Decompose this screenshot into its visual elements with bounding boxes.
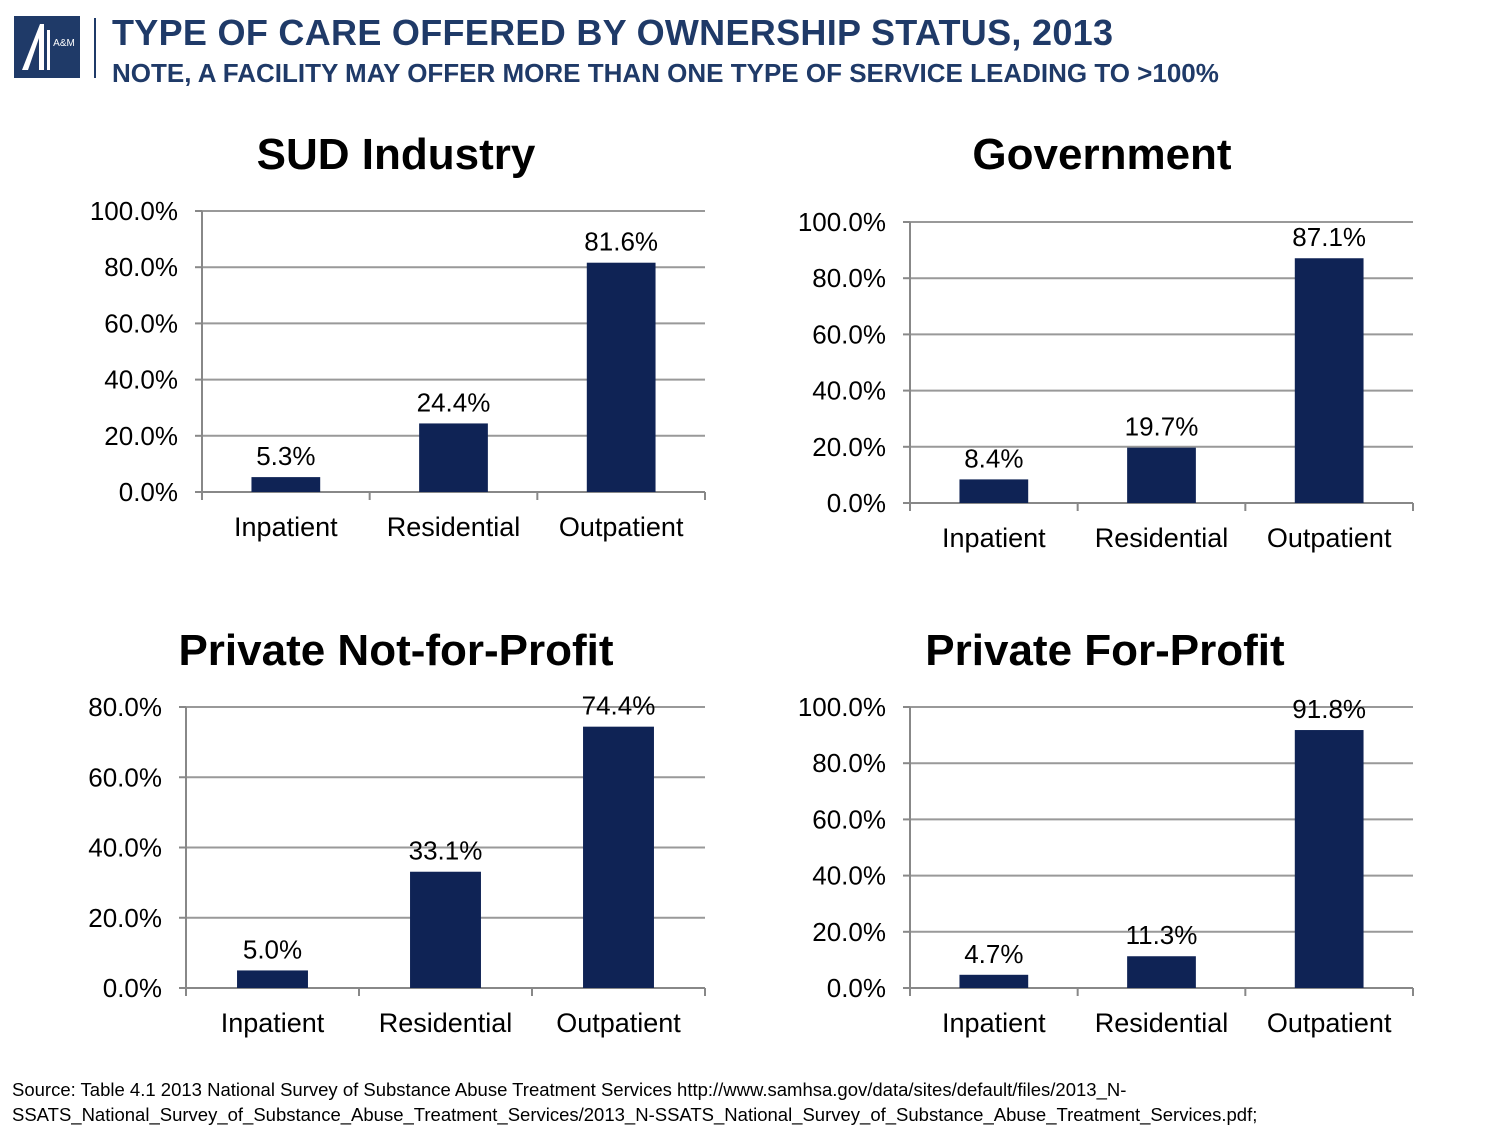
y-tick-label-private-not-for-profit: 80.0% xyxy=(88,692,162,722)
data-label-private-not-for-profit-inpatient: 5.0% xyxy=(243,934,302,964)
y-tick-label-private-not-for-profit: 60.0% xyxy=(88,762,162,792)
y-tick-label-sud-industry: 100.0% xyxy=(90,196,178,226)
y-tick-label-private-for-profit: 40.0% xyxy=(812,861,886,891)
source-line-1: Source: Table 4.1 2013 National Survey o… xyxy=(12,1079,1127,1100)
bar-private-not-for-profit-residential xyxy=(410,871,481,988)
data-label-private-for-profit-residential: 11.3% xyxy=(1126,920,1198,950)
x-tick-label-private-for-profit-residential: Residential xyxy=(1095,1008,1229,1038)
bar-government-outpatient xyxy=(1294,258,1364,503)
data-label-sud-industry-inpatient: 5.3% xyxy=(256,441,315,471)
data-label-sud-industry-residential: 24.4% xyxy=(417,387,491,417)
x-tick-label-private-not-for-profit-residential: Residential xyxy=(379,1008,513,1038)
bar-private-for-profit-outpatient xyxy=(1294,730,1364,988)
bar-government-inpatient xyxy=(959,479,1029,503)
y-tick-label-sud-industry: 40.0% xyxy=(104,365,178,395)
y-tick-label-sud-industry: 80.0% xyxy=(104,252,178,282)
x-tick-label-private-not-for-profit-inpatient: Inpatient xyxy=(221,1008,325,1038)
chart-title-private-not-for-profit: Private Not-for-Profit xyxy=(178,626,614,675)
chart-title-private-for-profit: Private For-Profit xyxy=(925,626,1285,675)
x-tick-label-government-residential: Residential xyxy=(1095,523,1229,553)
data-label-private-for-profit-outpatient: 91.8% xyxy=(1292,694,1366,724)
bar-sud-industry-inpatient xyxy=(251,477,321,492)
header-divider xyxy=(94,18,96,78)
logo-text: A&M xyxy=(53,38,75,49)
data-label-private-not-for-profit-outpatient: 74.4% xyxy=(582,691,656,721)
x-tick-label-private-not-for-profit-outpatient: Outpatient xyxy=(556,1008,681,1038)
bar-private-not-for-profit-outpatient xyxy=(583,726,654,988)
y-tick-label-government: 0.0% xyxy=(827,488,886,518)
data-label-private-not-for-profit-residential: 33.1% xyxy=(409,836,483,866)
y-tick-label-private-for-profit: 80.0% xyxy=(812,748,886,778)
y-tick-label-private-for-profit: 0.0% xyxy=(827,973,886,1003)
y-tick-label-government: 80.0% xyxy=(812,263,886,293)
data-label-government-outpatient: 87.1% xyxy=(1292,222,1366,252)
chart-title-sud-industry: SUD Industry xyxy=(256,130,536,179)
data-label-sud-industry-outpatient: 81.6% xyxy=(584,227,658,257)
y-tick-label-private-not-for-profit: 20.0% xyxy=(88,903,162,933)
x-tick-label-private-for-profit-inpatient: Inpatient xyxy=(942,1008,1046,1038)
x-tick-label-private-for-profit-outpatient: Outpatient xyxy=(1267,1008,1392,1038)
y-tick-label-private-for-profit: 20.0% xyxy=(812,917,886,947)
data-label-government-inpatient: 8.4% xyxy=(964,443,1023,473)
y-tick-label-sud-industry: 0.0% xyxy=(119,477,178,507)
x-tick-label-sud-industry-outpatient: Outpatient xyxy=(559,512,684,542)
y-tick-label-private-not-for-profit: 40.0% xyxy=(88,833,162,863)
bar-sud-industry-outpatient xyxy=(586,262,656,492)
y-tick-label-government: 40.0% xyxy=(812,376,886,406)
y-tick-label-private-for-profit: 100.0% xyxy=(798,692,886,722)
x-tick-label-government-inpatient: Inpatient xyxy=(942,523,1046,553)
page-title: TYPE OF CARE OFFERED BY OWNERSHIP STATUS… xyxy=(112,12,1114,53)
data-label-private-for-profit-inpatient: 4.7% xyxy=(964,939,1023,969)
y-tick-label-sud-industry: 60.0% xyxy=(104,308,178,338)
x-tick-label-government-outpatient: Outpatient xyxy=(1267,523,1392,553)
page-subtitle: NOTE, A FACILITY MAY OFFER MORE THAN ONE… xyxy=(112,58,1219,88)
y-tick-label-government: 60.0% xyxy=(812,319,886,349)
y-tick-label-private-not-for-profit: 0.0% xyxy=(103,973,162,1003)
bar-private-not-for-profit-inpatient xyxy=(237,970,308,988)
bar-government-residential xyxy=(1127,447,1196,503)
x-tick-label-sud-industry-inpatient: Inpatient xyxy=(234,512,338,542)
y-tick-label-government: 100.0% xyxy=(798,207,886,237)
bar-private-for-profit-residential xyxy=(1127,956,1196,988)
bar-private-for-profit-inpatient xyxy=(959,974,1029,988)
bar-sud-industry-residential xyxy=(419,423,488,492)
data-label-government-residential: 19.7% xyxy=(1125,412,1199,442)
source-note: Source: Table 4.1 2013 National Survey o… xyxy=(12,1077,1482,1127)
x-tick-label-sud-industry-residential: Residential xyxy=(387,512,521,542)
source-line-2: SSATS_National_Survey_of_Substance_Abuse… xyxy=(12,1104,1258,1125)
chart-title-government: Government xyxy=(972,130,1232,179)
company-logo: A&M xyxy=(14,16,80,78)
y-tick-label-sud-industry: 20.0% xyxy=(104,421,178,451)
y-tick-label-private-for-profit: 60.0% xyxy=(812,804,886,834)
y-tick-label-government: 20.0% xyxy=(812,432,886,462)
